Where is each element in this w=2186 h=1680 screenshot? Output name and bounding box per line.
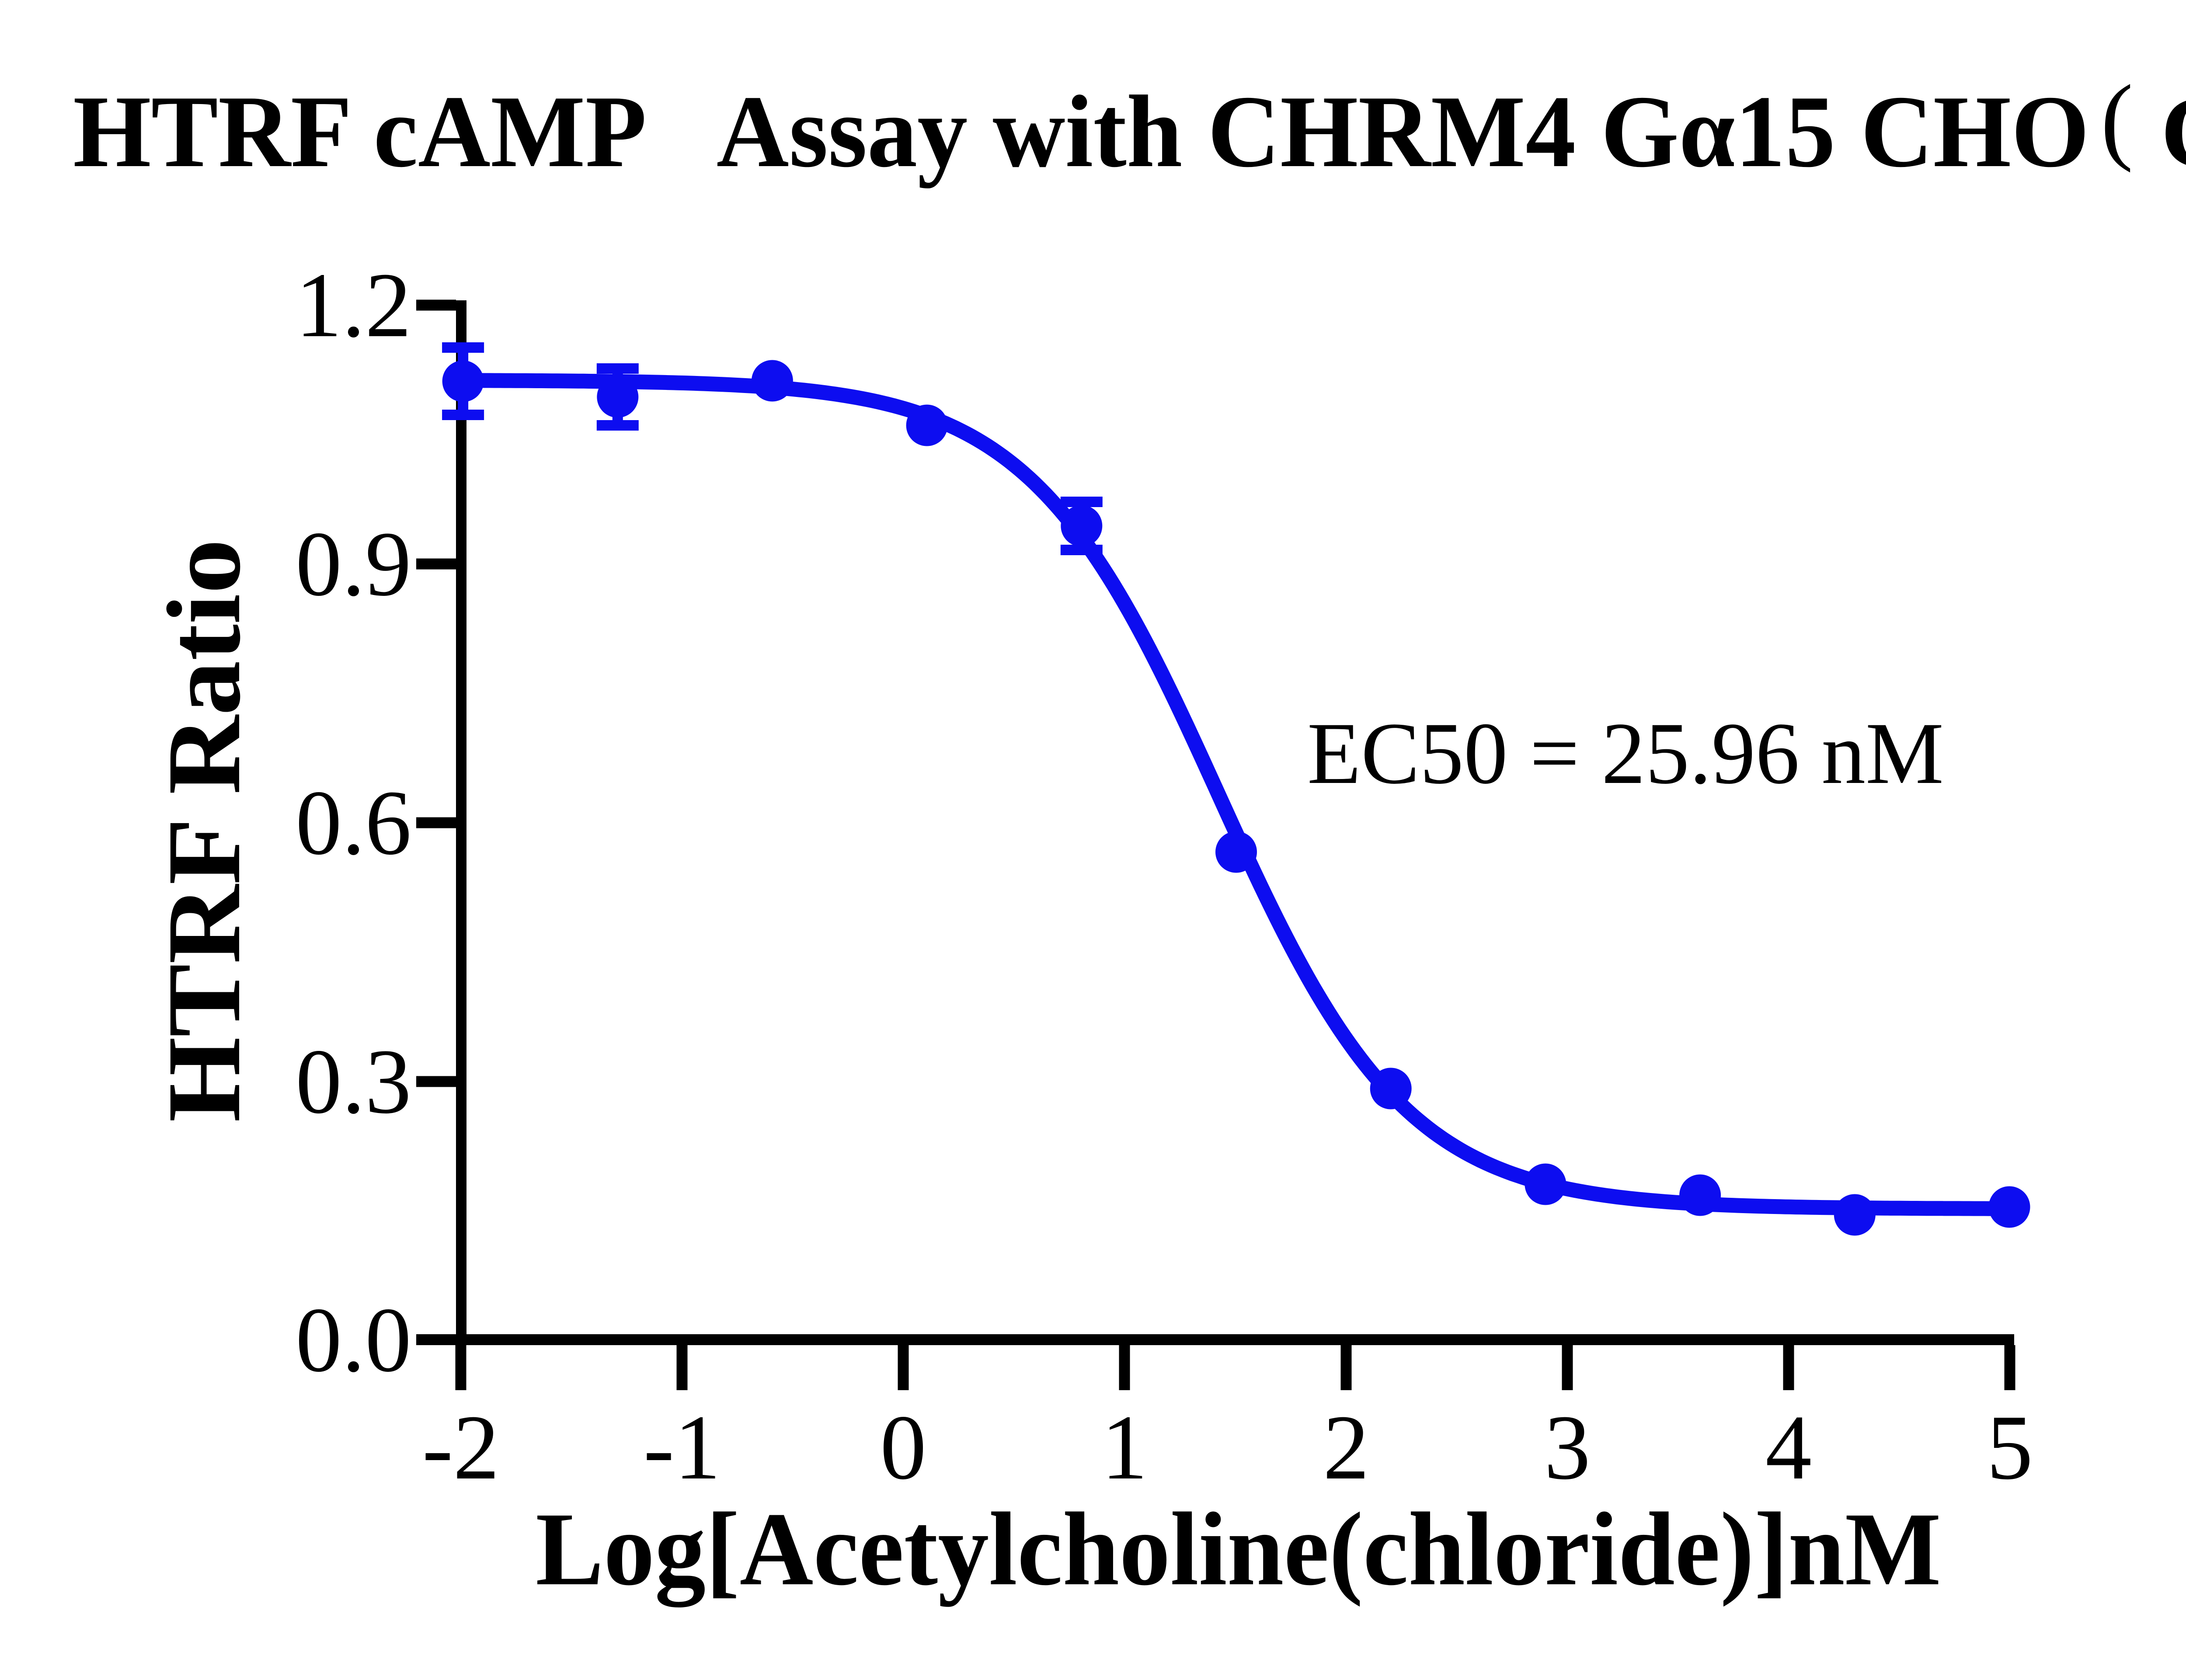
- svg-text:2: 2: [1323, 1396, 1369, 1499]
- svg-text:0: 0: [880, 1396, 926, 1499]
- svg-text:(: (: [2101, 65, 2133, 173]
- svg-text:EC50 = 25.96 nM: EC50 = 25.96 nM: [1307, 704, 1944, 802]
- svg-text:1: 1: [1101, 1396, 1148, 1499]
- svg-text:HTRF cAMP Assay with CHRM4 G: HTRF cAMP Assay with CHRM4 Gα15 CHO: [73, 75, 2089, 189]
- svg-text:HTRF Ratio: HTRF Ratio: [146, 539, 262, 1122]
- svg-text:C7: C7: [2161, 76, 2186, 188]
- svg-text:0.9: 0.9: [296, 512, 411, 615]
- svg-text:3: 3: [1544, 1396, 1591, 1499]
- svg-text:0.0: 0.0: [296, 1288, 411, 1391]
- svg-text:-1: -1: [644, 1396, 721, 1499]
- svg-text:1.2: 1.2: [296, 254, 411, 356]
- svg-text:-2: -2: [422, 1396, 500, 1499]
- svg-text:4: 4: [1765, 1396, 1812, 1499]
- svg-text:5: 5: [1987, 1396, 2033, 1499]
- svg-text:Log[Acetylcholine(chloride)]nM: Log[Acetylcholine(chloride)]nM: [536, 1491, 1941, 1607]
- svg-text:0.3: 0.3: [296, 1030, 411, 1133]
- svg-text:0.6: 0.6: [296, 771, 411, 874]
